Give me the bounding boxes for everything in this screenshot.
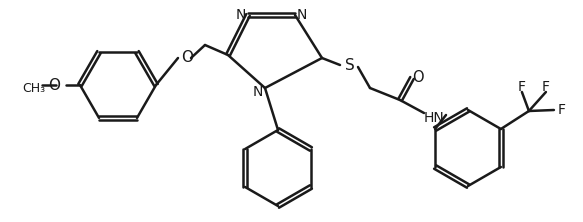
Text: F: F [558, 103, 566, 117]
Text: O: O [48, 77, 60, 93]
Text: F: F [518, 80, 526, 94]
Text: N: N [236, 8, 246, 22]
Text: N: N [297, 8, 307, 22]
Text: N: N [253, 85, 263, 99]
Text: F: F [542, 80, 550, 94]
Text: O: O [181, 50, 193, 65]
Text: CH₃: CH₃ [22, 81, 45, 95]
Text: HN: HN [424, 111, 444, 125]
Text: O: O [412, 71, 424, 85]
Text: S: S [345, 57, 355, 73]
